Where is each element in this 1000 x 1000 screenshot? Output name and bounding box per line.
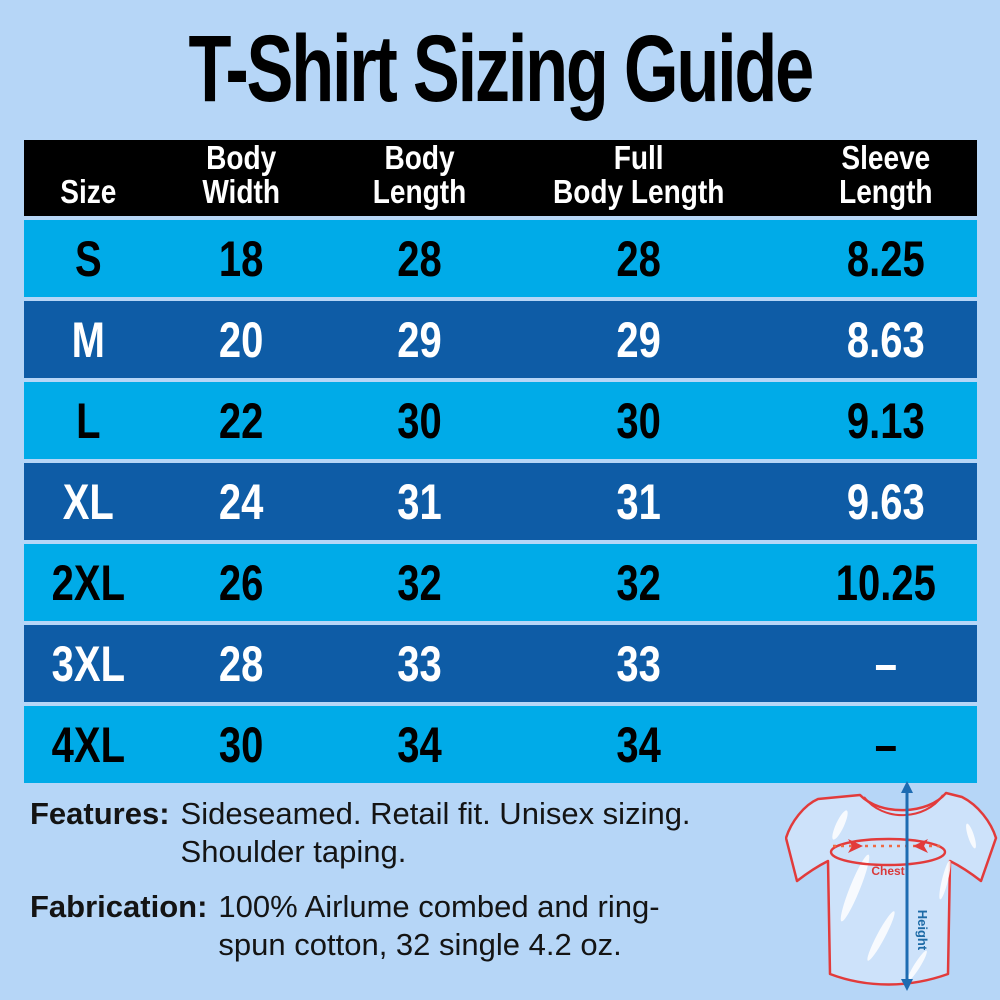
features-line-2: Shoulder taping. <box>180 834 407 869</box>
height-arrow-top <box>901 781 913 793</box>
sleeve-length-cell: 10.25 <box>836 554 937 611</box>
header-line: Size <box>60 173 117 210</box>
header-line: Full <box>613 139 664 176</box>
body-width-cell: 26 <box>218 554 264 611</box>
page-title: T-Shirt Sizing Guide <box>0 10 1000 128</box>
header-line: Length <box>839 173 933 210</box>
fabric-highlights <box>832 810 976 982</box>
full-body-length-cell: 33 <box>616 635 661 692</box>
col-header-size: Size <box>34 140 143 216</box>
body-length-cell: 29 <box>397 311 442 368</box>
features-label: Features: <box>30 796 170 831</box>
full-body-length-cell: 34 <box>616 716 661 773</box>
size-cell: 3XL <box>51 635 126 692</box>
header-line: Sleeve <box>841 139 931 176</box>
header-line: Width <box>201 173 280 210</box>
col-header-body-width: Body Width <box>166 140 316 216</box>
chest-measure-ellipse <box>829 837 947 867</box>
features-line-1: Sideseamed. Retail fit. Unisex sizing. <box>180 796 691 831</box>
features-text: Sideseamed. Retail fit. Unisex sizing. S… <box>181 795 691 871</box>
body-length-cell: 31 <box>397 473 442 530</box>
body-length-cell: 34 <box>397 716 442 773</box>
fabrication-line-2: spun cotton, 32 single 4.2 oz. <box>218 927 622 962</box>
col-header-body-length: Body Length <box>343 140 497 216</box>
fabrication-note: Fabrication: 100% Airlume combed and rin… <box>30 888 800 964</box>
page-title-text: T-Shirt Sizing Guide <box>188 15 814 122</box>
size-cell: M <box>71 311 105 368</box>
body-length-cell: 33 <box>397 635 442 692</box>
table-row: 2XL 26 32 32 10.25 <box>24 544 977 621</box>
table-row: S 18 28 28 8.25 <box>24 220 977 297</box>
body-length-cell: 32 <box>397 554 442 611</box>
body-width-cell: 24 <box>218 473 264 530</box>
full-body-length-cell: 32 <box>616 554 661 611</box>
body-width-cell: 20 <box>218 311 264 368</box>
header-line: Body Length <box>552 173 725 210</box>
table-header-row: Size Body Width Body Length Full Body Le… <box>24 140 977 216</box>
sleeve-length-cell: 9.63 <box>847 473 926 530</box>
full-body-length-cell: 31 <box>616 473 661 530</box>
height-arrow-bottom <box>901 979 913 991</box>
body-width-cell: 28 <box>218 635 264 692</box>
body-width-cell: 30 <box>218 716 264 773</box>
table-row: M 20 29 29 8.63 <box>24 301 977 378</box>
fabrication-line-1: 100% Airlume combed and ring- <box>218 889 660 924</box>
header-line: Body <box>384 139 455 176</box>
chest-arrow-left <box>848 839 863 853</box>
body-length-cell: 30 <box>397 392 442 449</box>
body-length-cell: 28 <box>397 230 442 287</box>
col-header-sleeve-length: Sleeve Length <box>797 140 975 216</box>
fabrication-text: 100% Airlume combed and ring- spun cotto… <box>218 888 659 964</box>
full-body-length-cell: 29 <box>616 311 661 368</box>
table-row: 3XL 28 33 33 – <box>24 625 977 702</box>
tshirt-outline <box>785 791 998 986</box>
full-body-length-cell: 28 <box>616 230 661 287</box>
sleeve-length-cell: 8.63 <box>847 311 926 368</box>
table-row: L 22 30 30 9.13 <box>24 382 977 459</box>
table-row: 4XL 30 34 34 – <box>24 706 977 783</box>
sleeve-length-cell: – <box>875 716 898 773</box>
tshirt-measurement-illustration: Chest Height <box>785 781 998 991</box>
size-cell: XL <box>62 473 114 530</box>
size-cell: L <box>76 392 101 449</box>
sleeve-length-cell: – <box>875 635 898 692</box>
col-header-full-body-length: Full Body Length <box>529 140 748 216</box>
sleeve-length-cell: 9.13 <box>847 392 926 449</box>
height-label: Height <box>915 910 930 951</box>
size-cell: S <box>74 230 102 287</box>
body-width-cell: 18 <box>218 230 264 287</box>
size-cell: 2XL <box>51 554 126 611</box>
header-line: Length <box>372 173 467 210</box>
fabrication-label: Fabrication: <box>30 889 208 924</box>
size-table: Size Body Width Body Length Full Body Le… <box>24 140 977 787</box>
chest-label: Chest <box>871 864 904 878</box>
chest-arrow-right <box>913 839 928 853</box>
collar-line <box>863 794 944 817</box>
table-row: XL 24 31 31 9.63 <box>24 463 977 540</box>
size-cell: 4XL <box>51 716 126 773</box>
body-width-cell: 22 <box>218 392 264 449</box>
sleeve-length-cell: 8.25 <box>847 230 926 287</box>
header-line: Body <box>205 139 276 176</box>
features-note: Features: Sideseamed. Retail fit. Unisex… <box>30 795 800 871</box>
product-notes: Features: Sideseamed. Retail fit. Unisex… <box>30 795 800 981</box>
full-body-length-cell: 30 <box>616 392 661 449</box>
